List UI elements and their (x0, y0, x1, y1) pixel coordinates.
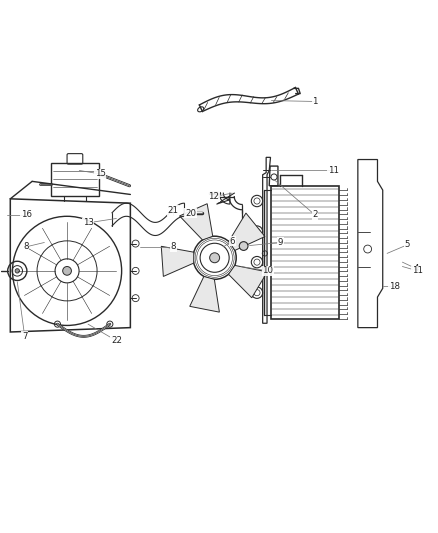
Text: 11: 11 (328, 166, 339, 175)
Polygon shape (229, 265, 267, 298)
Circle shape (63, 266, 71, 275)
Text: 15: 15 (95, 169, 106, 179)
Text: 21: 21 (168, 206, 179, 215)
Text: 18: 18 (389, 281, 400, 290)
Text: 5: 5 (405, 240, 410, 249)
Text: 13: 13 (82, 219, 94, 228)
Text: 2: 2 (312, 211, 318, 220)
Circle shape (15, 269, 19, 273)
Polygon shape (161, 246, 194, 277)
Polygon shape (190, 277, 219, 312)
Text: 6: 6 (230, 237, 235, 246)
Text: 16: 16 (21, 211, 32, 220)
Text: 22: 22 (111, 336, 122, 345)
Circle shape (239, 241, 248, 251)
Text: 10: 10 (262, 266, 273, 276)
Text: 4: 4 (413, 264, 419, 273)
Text: 20: 20 (185, 209, 196, 218)
Polygon shape (229, 213, 265, 251)
Text: 9: 9 (277, 238, 283, 247)
Text: 11: 11 (412, 266, 423, 276)
Polygon shape (180, 204, 213, 240)
Text: 8: 8 (23, 243, 29, 252)
Text: 8: 8 (170, 243, 176, 252)
Text: 7: 7 (22, 332, 28, 341)
Text: 1: 1 (312, 97, 318, 106)
Text: 12: 12 (208, 192, 219, 201)
Bar (272, 185, 339, 319)
Circle shape (210, 253, 219, 263)
